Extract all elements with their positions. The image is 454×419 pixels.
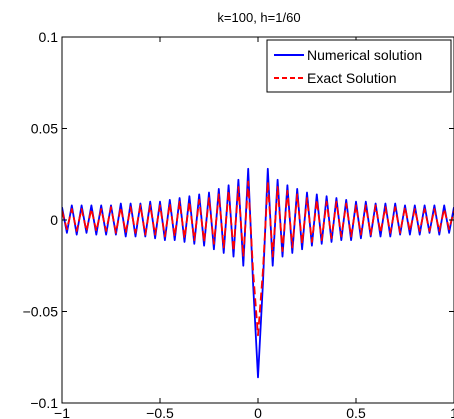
legend-box xyxy=(266,39,452,93)
x-tick-label: 0 xyxy=(254,405,262,419)
series-line-numerical xyxy=(62,167,454,379)
x-tick-label: 1 xyxy=(450,405,454,419)
legend-label-exact: Exact Solution xyxy=(307,70,397,86)
y-tick-label: −0.05 xyxy=(23,304,59,320)
series-line-exact xyxy=(62,180,454,337)
tick-layer: −1 −0.5 0 0.5 1 −0.1 −0.05 0 0.05 0.1 xyxy=(23,29,454,419)
series-layer xyxy=(62,167,454,379)
y-tick-label: 0.1 xyxy=(39,29,59,45)
legend-label-numerical: Numerical solution xyxy=(307,47,422,63)
y-tick-label: 0.05 xyxy=(31,121,58,137)
x-tick-label: 0.5 xyxy=(346,405,366,419)
y-tick-label: 0 xyxy=(50,212,58,228)
x-tick-label: −0.5 xyxy=(146,405,174,419)
y-tick-label: −0.1 xyxy=(30,395,58,411)
chart-title: k=100, h=1/60 xyxy=(217,10,300,25)
legend[interactable]: Numerical solution Exact Solution xyxy=(266,39,452,93)
x-tick-label: −1 xyxy=(54,405,70,419)
